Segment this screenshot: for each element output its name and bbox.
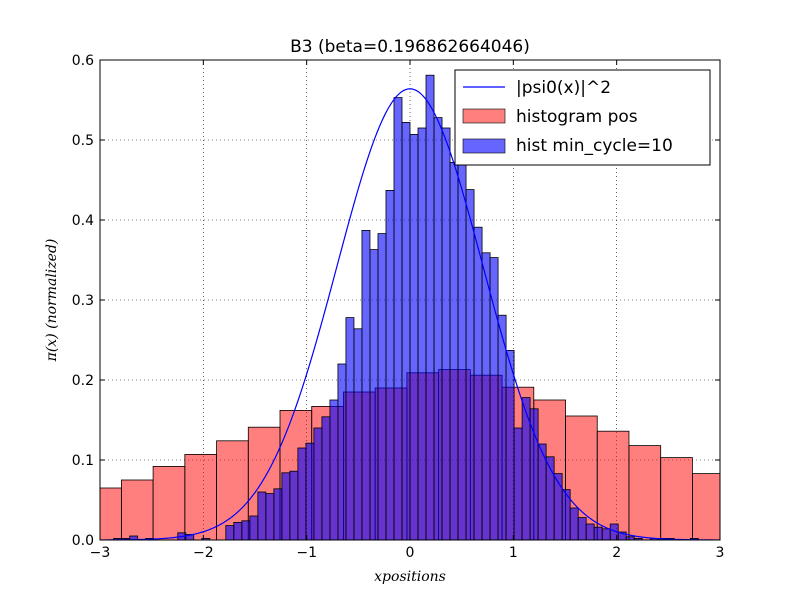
bar <box>481 252 491 541</box>
bar <box>184 453 217 541</box>
y-tick-label: 0.3 <box>72 293 94 309</box>
legend-swatch-histogram-pos <box>462 108 506 124</box>
bar <box>473 226 483 541</box>
y-axis-ticks: 0.0 0.1 0.2 0.3 0.4 0.5 0.6 <box>72 53 720 549</box>
x-tick-label: 3 <box>716 545 725 561</box>
bar <box>225 525 235 541</box>
bar <box>321 416 331 541</box>
legend-swatch-hist-min-cycle <box>462 138 506 154</box>
bar <box>337 363 347 541</box>
bar <box>120 479 154 541</box>
bar <box>233 522 243 541</box>
bar <box>660 457 693 541</box>
legend-label-hist-min-cycle: hist min_cycle=10 <box>516 136 673 156</box>
bar <box>497 314 507 541</box>
bar <box>529 408 539 541</box>
bar <box>329 399 339 541</box>
y-axis-label: π(x) (normalized) <box>44 239 60 363</box>
bar <box>152 465 186 541</box>
bar <box>305 442 315 541</box>
bar <box>361 229 371 541</box>
bar <box>257 491 267 541</box>
y-tick-label: 0.2 <box>72 373 94 389</box>
bar <box>385 189 395 541</box>
bar <box>505 349 515 541</box>
bar <box>249 515 259 541</box>
bar <box>489 257 499 541</box>
legend-label-psi0: |psi0(x)|^2 <box>516 78 611 98</box>
bar <box>465 189 475 541</box>
bar <box>513 427 523 541</box>
bar <box>313 427 323 541</box>
chart-title: B3 (beta=0.196862664046) <box>290 37 530 57</box>
bar <box>377 233 387 541</box>
bar <box>393 97 403 541</box>
bar <box>401 122 411 541</box>
bar <box>409 133 419 541</box>
bar <box>457 145 467 541</box>
bar <box>99 487 122 541</box>
x-axis-ticks: −3 −2 −1 0 1 2 3 <box>90 60 725 561</box>
bar <box>265 493 275 541</box>
x-tick-label: 0 <box>406 545 415 561</box>
psi0-curve <box>100 88 720 541</box>
bar <box>417 127 427 541</box>
bar <box>585 523 595 541</box>
bar <box>289 470 299 541</box>
x-tick-label: −3 <box>90 545 111 561</box>
bar <box>369 249 379 541</box>
bar <box>281 472 291 541</box>
x-tick-label: 1 <box>509 545 518 561</box>
bar <box>241 520 251 541</box>
y-tick-label: 0.1 <box>72 453 94 469</box>
y-tick-label: 0.0 <box>72 533 94 549</box>
bar <box>593 526 603 541</box>
bar <box>297 447 307 541</box>
bar <box>441 127 451 541</box>
bar <box>569 507 579 541</box>
y-tick-label: 0.6 <box>72 53 94 69</box>
x-tick-label: −1 <box>296 545 317 561</box>
psi0-curve-layer <box>100 88 720 541</box>
y-tick-label: 0.4 <box>72 213 94 229</box>
bar <box>692 473 721 541</box>
bar <box>425 74 435 541</box>
bar <box>577 517 587 541</box>
x-tick-label: −2 <box>193 545 214 561</box>
bar <box>601 528 611 541</box>
legend-label-histogram-pos: histogram pos <box>516 107 638 127</box>
bar <box>596 430 630 541</box>
y-tick-label: 0.5 <box>72 133 94 149</box>
bar <box>628 445 662 541</box>
bar <box>433 117 443 541</box>
bar <box>353 328 363 541</box>
x-axis-label: xpositions <box>374 569 446 585</box>
bar <box>345 317 355 541</box>
x-tick-label: 2 <box>612 545 621 561</box>
legend: |psi0(x)|^2 histogram pos hist min_cycle… <box>454 69 711 166</box>
bar <box>449 161 459 541</box>
bar <box>553 473 563 541</box>
bar <box>273 488 283 541</box>
